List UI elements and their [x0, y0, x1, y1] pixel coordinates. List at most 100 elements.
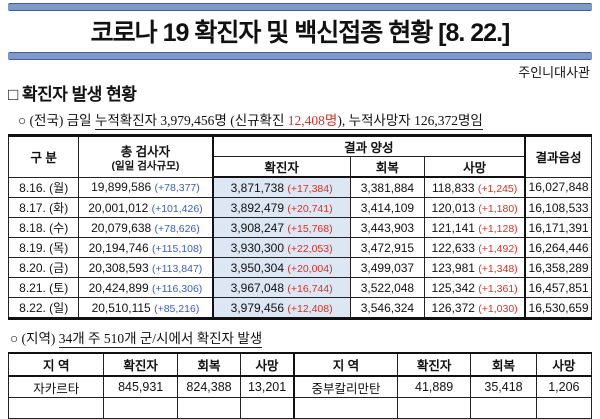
- tested-delta: (+78,626): [154, 222, 200, 235]
- summary-text: 126,372명임: [414, 113, 483, 130]
- table-cell: 824,388: [176, 375, 242, 398]
- table-cell: 8.19. (목): [7, 237, 80, 258]
- death-delta: (+1,245): [477, 182, 518, 195]
- region-summary: ○ (지역) 34개 주 510개 군/시에서 확진자 발생: [10, 327, 592, 348]
- table-cell: 121,141 (+1,128): [424, 217, 527, 238]
- tested-delta: (+113,847): [151, 262, 203, 275]
- table-cell: 125,342 (+1,361): [424, 277, 527, 298]
- table-cell: 8.22. (일): [7, 297, 80, 319]
- table-cell: 자카르타: [7, 375, 105, 398]
- region-row: [7, 397, 593, 419]
- region-col-header: 지 역: [292, 352, 398, 377]
- table-cell: [535, 397, 593, 419]
- table-cell: 16,027,848: [524, 176, 593, 198]
- summary-text: ), 누적사망자: [337, 113, 415, 130]
- table-cell: 20,001,012 (+101,426): [78, 197, 214, 218]
- table-cell: 20,308,593 (+113,847): [78, 257, 214, 278]
- confirmed-delta: (+20,741): [287, 202, 333, 215]
- table-cell: 3,950,304 (+20,004): [211, 257, 351, 278]
- tested-delta: (+78,377): [154, 182, 200, 195]
- page-title: 코로나 19 확진자 및 백신접종 현황 [8. 22.]: [90, 19, 511, 47]
- daily-cases-row: 8.18. (수) 20,079,638 (+78,626) 3,908,247 (…: [7, 217, 593, 238]
- summary-highlight-red: 12,408명: [287, 113, 338, 130]
- col-header-tested-sub: (일일 검사규모): [111, 159, 180, 172]
- tested-delta: (+116,306): [151, 282, 203, 295]
- confirmed-delta: (+22,053): [287, 242, 333, 255]
- col-header-tested: 총 검사자 (일일 검사규모): [78, 135, 214, 178]
- table-cell: 20,510,115 (+85,216): [78, 297, 214, 319]
- summary-text: ○ (전국) 금일: [18, 113, 95, 128]
- table-cell: [7, 397, 105, 419]
- region-table: 지 역 확진자 회복 사망 지 역 확진자 회복 사망 자카르타 845,931 824,388 1…: [7, 352, 593, 419]
- table-cell: 41,889: [396, 375, 472, 398]
- tested-delta: (+101,426): [151, 202, 203, 215]
- table-cell: 16,457,851: [524, 277, 593, 298]
- daily-cases-row: 8.21. (토) 20,424,899 (+116,306) 3,967,048 …: [7, 277, 593, 298]
- region-col-header: 회복: [470, 352, 537, 377]
- col-header-positive-group: 결과 양성: [211, 135, 527, 157]
- table-cell: 3,930,300 (+22,053): [211, 237, 351, 258]
- table-cell: 19,899,586 (+78,377): [78, 176, 214, 198]
- region-col-header: 회복: [176, 352, 242, 377]
- col-header-recovered: 회복: [349, 156, 426, 178]
- col-header-tested-main: 총 검사자: [120, 144, 171, 159]
- daily-cases-table-header: 구 분 총 검사자 (일일 검사규모) 결과 양성 결과음성 확진자 회복 사망: [7, 135, 593, 178]
- table-cell: 1,206: [535, 375, 593, 398]
- daily-cases-table: 구 분 총 검사자 (일일 검사규모) 결과 양성 결과음성 확진자 회복 사망…: [7, 134, 593, 320]
- table-cell: 120,013 (+1,180): [424, 197, 527, 218]
- confirmed-delta: (+12,408): [287, 302, 333, 315]
- table-cell: 3,546,324: [349, 297, 426, 319]
- table-cell: 20,194,746 (+115,108): [78, 237, 214, 258]
- table-cell: 3,979,456 (+12,408): [211, 297, 351, 319]
- table-cell: 3,967,048 (+16,744): [211, 277, 351, 298]
- col-header-death: 사망: [424, 156, 527, 178]
- col-header-confirmed: 확진자: [211, 156, 351, 178]
- table-cell: [470, 397, 537, 419]
- region-table-header: 지 역 확진자 회복 사망 지 역 확진자 회복 사망: [7, 352, 593, 377]
- table-cell: 126,372 (+1,030): [424, 297, 527, 319]
- table-cell: [103, 397, 178, 419]
- table-cell: 16,171,391: [524, 217, 593, 238]
- daily-cases-table-body: 8.16. (월) 19,899,586 (+78,377) 3,871,738 (…: [7, 176, 593, 319]
- table-cell: 20,079,638 (+78,626): [78, 217, 214, 238]
- confirmed-delta: (+16,744): [287, 282, 333, 295]
- title-divider-top: [8, 3, 592, 11]
- table-cell: 3,908,247 (+15,768): [211, 217, 351, 238]
- table-cell: 3,499,037: [349, 257, 426, 278]
- table-cell: 3,381,884: [349, 176, 426, 198]
- table-cell: 122,633 (+1,492): [424, 237, 527, 258]
- table-cell: [396, 397, 472, 419]
- national-summary: ○ (전국) 금일 누적확진자 3,979,456명 (신규확진 12,408명…: [18, 109, 592, 130]
- daily-cases-row: 8.22. (일) 20,510,115 (+85,216) 3,979,456 (…: [7, 297, 593, 319]
- tested-delta: (+115,108): [151, 242, 203, 255]
- table-cell: 16,108,533: [524, 197, 593, 218]
- region-col-header: 확진자: [396, 352, 472, 377]
- daily-cases-row: 8.16. (월) 19,899,586 (+78,377) 3,871,738 (…: [7, 176, 593, 198]
- summary-text: 누적확진자 3,979,456명 (신규확진: [94, 113, 288, 130]
- table-cell: 845,931: [103, 375, 178, 398]
- table-cell: 3,522,048: [349, 277, 426, 298]
- table-cell: 3,414,109: [349, 197, 426, 218]
- region-col-header: 사망: [240, 352, 295, 377]
- daily-cases-row: 8.20. (금) 20,308,593 (+113,847) 3,950,304 …: [7, 257, 593, 278]
- region-table-body: 자카르타 845,931 824,388 13,201 중부칼리만탄 41,889 35,4…: [7, 375, 593, 419]
- confirmed-delta: (+20,004): [287, 262, 333, 275]
- death-delta: (+1,361): [478, 282, 518, 295]
- col-header-category: 구 분: [7, 135, 80, 178]
- table-cell: 123,981 (+1,348): [424, 257, 527, 278]
- tested-delta: (+85,216): [154, 302, 200, 315]
- table-cell: 16,264,446: [524, 237, 593, 258]
- table-cell: 16,358,289: [524, 257, 593, 278]
- table-cell: 중부칼리만탄: [292, 375, 398, 398]
- table-cell: 3,443,903: [349, 217, 426, 238]
- death-delta: (+1,030): [478, 302, 518, 315]
- summary-text: ○ (지역): [10, 331, 59, 346]
- col-header-negative: 결과음성: [524, 135, 593, 178]
- death-delta: (+1,180): [478, 202, 518, 215]
- table-cell: 8.18. (수): [7, 217, 80, 238]
- death-delta: (+1,348): [478, 262, 518, 275]
- daily-cases-row: 8.17. (화) 20,001,012 (+101,426) 3,892,479 …: [7, 197, 593, 218]
- byline: 주인니대사관: [518, 65, 590, 80]
- daily-cases-row: 8.19. (목) 20,194,746 (+115,108) 3,930,300 …: [7, 237, 593, 258]
- death-delta: (+1,492): [478, 242, 518, 255]
